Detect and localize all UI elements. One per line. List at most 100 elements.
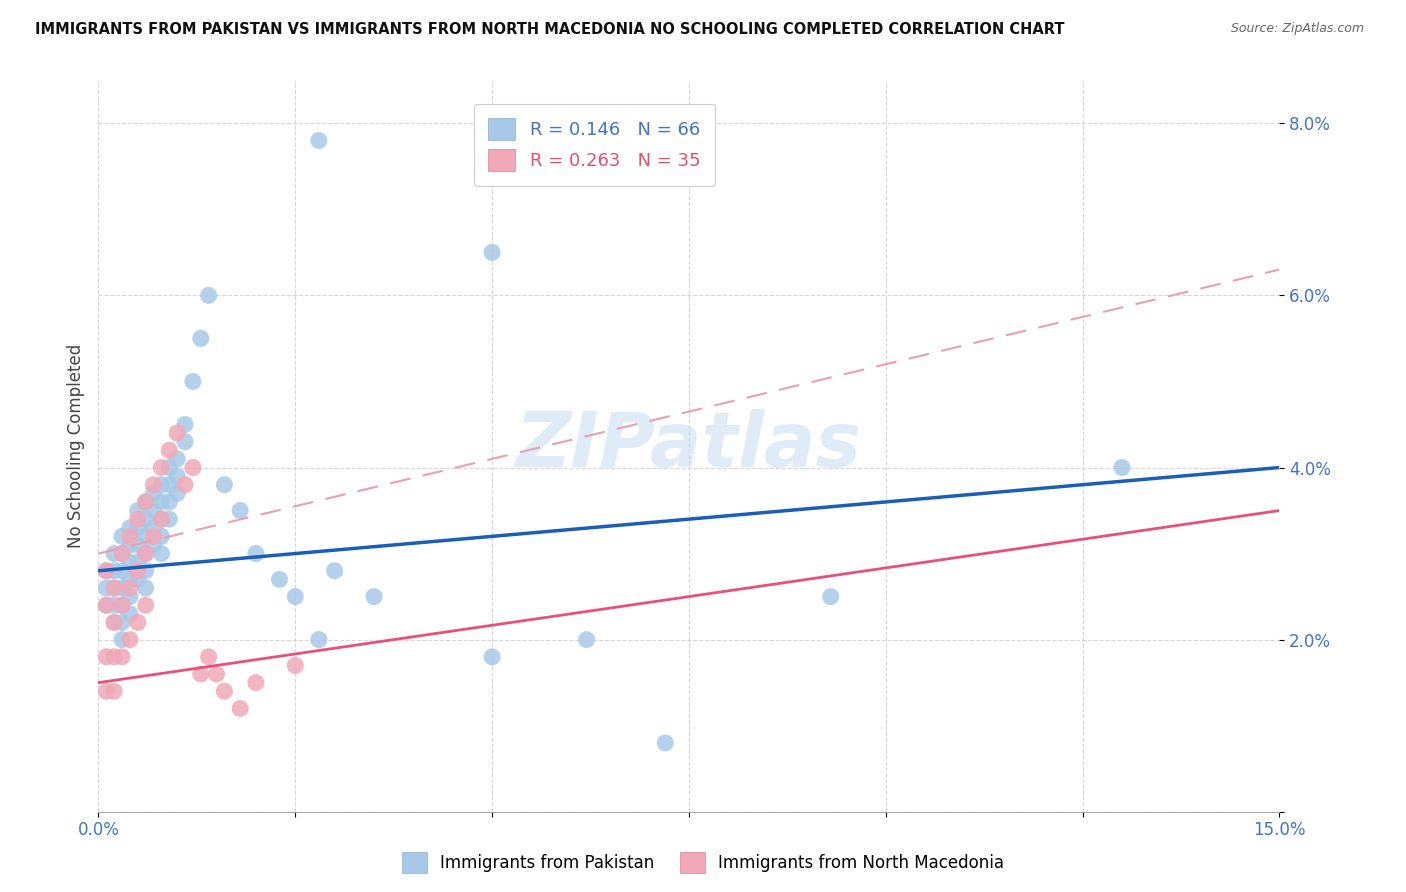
Point (308, 134, 330, 148)
Point (103, 598, 125, 612)
Point (142, 521, 165, 535)
Point (166, 469, 188, 483)
Point (150, 460, 173, 475)
Point (174, 477, 197, 491)
Point (118, 581, 141, 595)
Point (127, 503, 149, 517)
Text: ZIPatlas: ZIPatlas (516, 409, 862, 483)
Point (118, 590, 141, 604)
Point (103, 649, 125, 664)
Point (157, 460, 180, 475)
Point (127, 564, 149, 578)
Point (118, 607, 141, 621)
Point (135, 581, 157, 595)
Point (96, 649, 118, 664)
Point (135, 529, 157, 543)
Point (166, 486, 188, 500)
Point (157, 477, 180, 491)
Point (166, 426, 188, 441)
Point (174, 434, 197, 449)
Point (174, 417, 197, 432)
Point (96, 581, 118, 595)
Point (103, 564, 125, 578)
Point (142, 529, 165, 543)
Point (481, 649, 503, 664)
Point (323, 564, 346, 578)
Point (127, 512, 149, 526)
Point (111, 598, 134, 612)
Point (118, 529, 141, 543)
Point (111, 615, 134, 630)
Point (127, 538, 149, 552)
Point (308, 632, 330, 647)
Point (820, 590, 842, 604)
Text: IMMIGRANTS FROM PAKISTAN VS IMMIGRANTS FROM NORTH MACEDONIA NO SCHOOLING COMPLET: IMMIGRANTS FROM PAKISTAN VS IMMIGRANTS F… (35, 22, 1064, 37)
Point (103, 615, 125, 630)
Point (654, 736, 676, 750)
Point (150, 512, 173, 526)
Point (166, 451, 188, 466)
Point (190, 667, 212, 681)
Point (111, 547, 134, 561)
Point (1111, 460, 1133, 475)
Point (111, 632, 134, 647)
Point (229, 701, 252, 715)
Point (96, 684, 118, 698)
Point (135, 547, 157, 561)
Point (111, 547, 134, 561)
Point (181, 375, 204, 389)
Point (150, 512, 173, 526)
Point (111, 564, 134, 578)
Point (135, 495, 157, 509)
Point (363, 590, 385, 604)
Point (197, 649, 219, 664)
Point (103, 684, 125, 698)
Point (284, 658, 307, 673)
Point (150, 477, 173, 491)
Point (111, 581, 134, 595)
Point (135, 564, 157, 578)
Point (157, 495, 180, 509)
Point (575, 632, 598, 647)
Point (157, 443, 180, 458)
Point (205, 667, 228, 681)
Point (96, 564, 118, 578)
Point (142, 486, 165, 500)
Point (103, 581, 125, 595)
Point (127, 555, 149, 569)
Point (190, 331, 212, 345)
Point (96, 598, 118, 612)
Point (111, 529, 134, 543)
Point (245, 675, 267, 690)
Point (135, 512, 157, 526)
Point (127, 573, 149, 587)
Point (142, 538, 165, 552)
Point (150, 547, 173, 561)
Point (481, 245, 503, 260)
Point (181, 460, 204, 475)
Point (118, 573, 141, 587)
Point (229, 503, 252, 517)
Y-axis label: No Schooling Completed: No Schooling Completed (66, 344, 84, 548)
Point (245, 547, 267, 561)
Point (127, 521, 149, 535)
Point (118, 538, 141, 552)
Point (135, 598, 157, 612)
Point (150, 495, 173, 509)
Point (284, 590, 307, 604)
Text: Source: ZipAtlas.com: Source: ZipAtlas.com (1230, 22, 1364, 36)
Legend: Immigrants from Pakistan, Immigrants from North Macedonia: Immigrants from Pakistan, Immigrants fro… (395, 846, 1011, 880)
Legend: R = 0.146   N = 66, R = 0.263   N = 35: R = 0.146 N = 66, R = 0.263 N = 35 (474, 104, 716, 186)
Point (118, 555, 141, 569)
Point (127, 615, 149, 630)
Point (118, 632, 141, 647)
Point (111, 598, 134, 612)
Point (150, 529, 173, 543)
Point (135, 495, 157, 509)
Point (214, 684, 236, 698)
Point (135, 547, 157, 561)
Point (142, 503, 165, 517)
Point (142, 477, 165, 491)
Point (103, 547, 125, 561)
Point (103, 615, 125, 630)
